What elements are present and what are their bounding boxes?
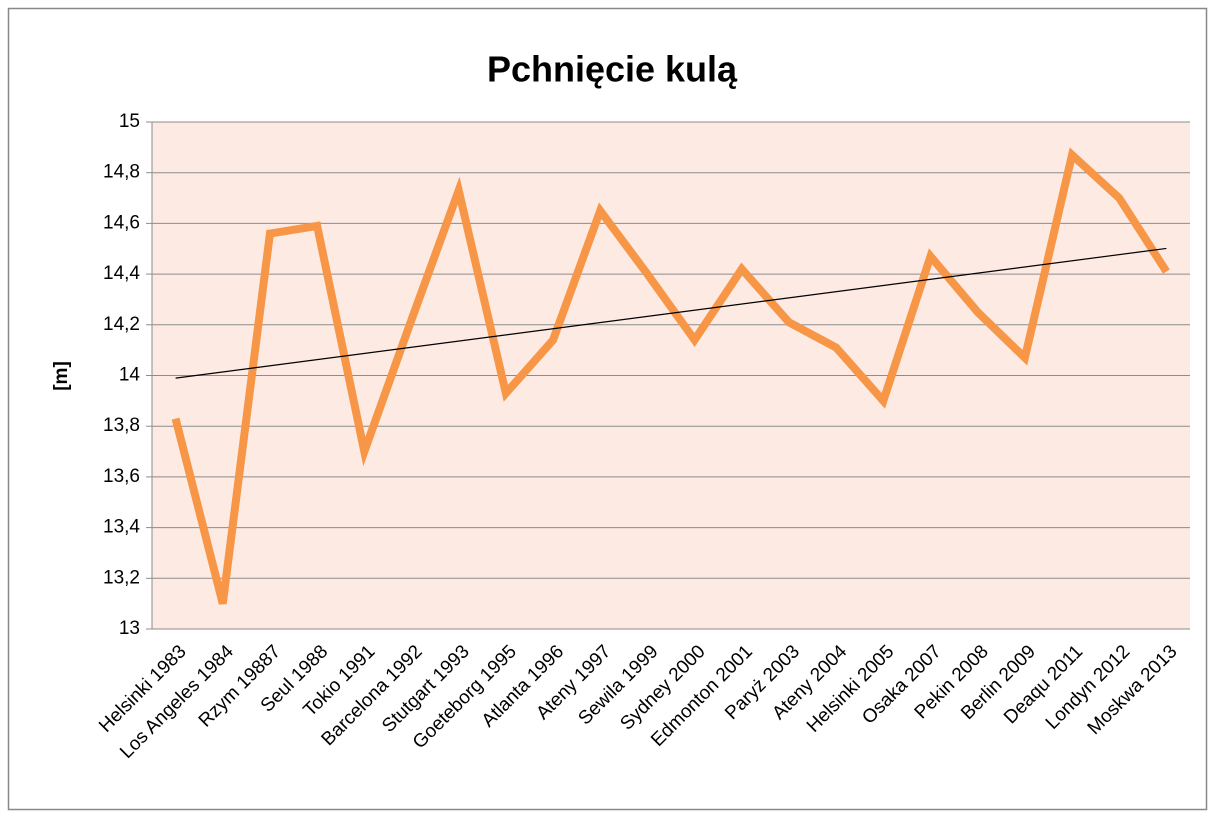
y-axis-label: [m] bbox=[51, 361, 72, 391]
y-tick-label: 14,8 bbox=[103, 162, 140, 183]
y-tick-label: 13,2 bbox=[103, 567, 140, 588]
y-tick-label: 14,4 bbox=[103, 263, 140, 284]
trend-line bbox=[175, 247, 1167, 379]
y-tick-label: 13 bbox=[119, 618, 140, 639]
y-tick-label: 15 bbox=[119, 111, 140, 132]
y-tick-label: 13,8 bbox=[103, 415, 140, 436]
y-tick-label: 14,2 bbox=[103, 314, 140, 335]
y-tick-label: 14,6 bbox=[103, 212, 140, 233]
chart-title: Pchnięcie kulą bbox=[487, 49, 738, 90]
y-tick-label: 14 bbox=[119, 365, 141, 386]
y-tick-label: 13,6 bbox=[103, 466, 140, 487]
data-line bbox=[171, 147, 1170, 605]
y-tick-label: 13,4 bbox=[103, 517, 140, 538]
